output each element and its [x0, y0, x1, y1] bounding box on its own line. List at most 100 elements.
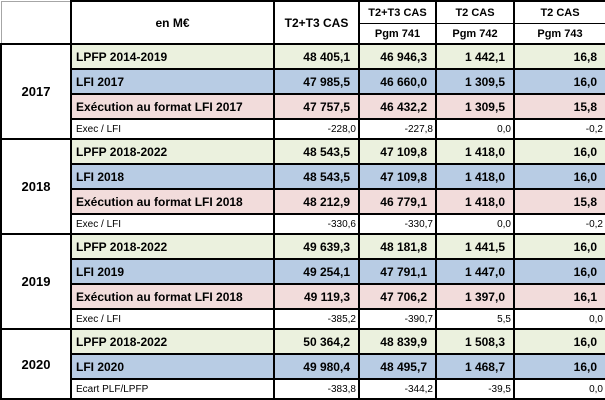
- value-cell: -344,2: [358, 378, 437, 400]
- value-cell: 47 109,8: [358, 138, 437, 165]
- value-cell: 16,1: [513, 283, 605, 310]
- value-cell: -227,8: [358, 118, 437, 140]
- value-cell: 0,0: [435, 213, 515, 235]
- value-cell: -39,5: [435, 378, 515, 400]
- table-row: Exécution au format LFI 2018 49 119,3 47…: [1, 283, 605, 310]
- value-cell: 48 495,7: [358, 353, 437, 380]
- table-row: LFI 2018 48 543,5 47 109,8 1 418,0 16,0: [1, 163, 605, 190]
- table-row: LFI 2019 49 254,1 47 791,1 1 447,0 16,0: [1, 258, 605, 285]
- value-cell: -330,7: [358, 213, 437, 235]
- column-header-total: T2+T3 CAS: [273, 0, 360, 45]
- value-cell: 48 543,5: [273, 163, 360, 190]
- value-cell: 1 442,1: [435, 43, 515, 70]
- table-row-delta: Ecart PLF/LPFP -383,8 -344,2 -39,5 0,0: [1, 378, 605, 400]
- row-label-cell: LFI 2017: [70, 68, 275, 95]
- value-cell: 47 109,8: [358, 163, 437, 190]
- value-cell: 1 309,5: [435, 93, 515, 120]
- value-cell: 0,0: [513, 308, 605, 330]
- value-cell: 1 441,5: [435, 233, 515, 260]
- column-header-pgm741-line1: T2+T3 CAS: [358, 0, 437, 24]
- table-row-delta: Exec / LFI -385,2 -390,7 5,5 0,0: [1, 308, 605, 330]
- value-cell: -390,7: [358, 308, 437, 330]
- table-row: 2020 LPFP 2018-2022 50 364,2 48 839,9 1 …: [0, 328, 605, 400]
- table-row-delta: Exec / LFI -228,0 -227,8 0,0 -0,2: [1, 118, 605, 140]
- value-cell: -0,2: [513, 213, 605, 235]
- corner-cell: [0, 0, 72, 45]
- value-cell: 47 706,2: [358, 283, 437, 310]
- value-cell: 1 447,0: [435, 258, 515, 285]
- value-cell: 49 980,4: [273, 353, 360, 380]
- value-cell: 48 405,1: [273, 43, 360, 70]
- value-cell: 15,8: [513, 93, 605, 120]
- value-cell: 16,0: [513, 258, 605, 285]
- value-cell: 16,0: [513, 138, 605, 165]
- value-cell: 16,0: [513, 163, 605, 190]
- value-cell: 46 660,0: [358, 68, 437, 95]
- value-cell: 5,5: [435, 308, 515, 330]
- value-cell: 46 779,1: [358, 188, 437, 215]
- table-row: 2018 LPFP 2018-2022 48 543,5 47 109,8 1 …: [0, 138, 605, 235]
- value-cell: 1 418,0: [435, 188, 515, 215]
- row-label-cell: Exec / LFI: [70, 213, 275, 235]
- table-row: LFI 2020 49 980,4 48 495,7 1 468,7 16,0: [1, 353, 605, 380]
- value-cell: 47 757,5: [273, 93, 360, 120]
- column-header-pgm742-line1: T2 CAS: [435, 0, 515, 24]
- value-cell: 16,0: [513, 328, 605, 355]
- value-cell: 47 985,5: [273, 68, 360, 95]
- value-cell: 47 791,1: [358, 258, 437, 285]
- row-label-cell: Exécution au format LFI 2018: [70, 188, 275, 215]
- year-cell: 2019: [0, 233, 72, 330]
- value-cell: 48 181,8: [358, 233, 437, 260]
- value-cell: 15,8: [513, 188, 605, 215]
- year-cell: 2020: [0, 328, 72, 400]
- value-cell: 1 309,5: [435, 68, 515, 95]
- value-cell: 1 508,3: [435, 328, 515, 355]
- value-cell: 48 543,5: [273, 138, 360, 165]
- column-header-pgm743-line2: Pgm 743: [513, 23, 605, 45]
- value-cell: 0,0: [435, 118, 515, 140]
- row-label-cell: LFI 2019: [70, 258, 275, 285]
- row-label-cell: LFI 2018: [70, 163, 275, 190]
- row-label-cell: LFI 2020: [70, 353, 275, 380]
- value-cell: -228,0: [273, 118, 360, 140]
- value-cell: 16,8: [513, 43, 605, 70]
- value-cell: 16,0: [513, 233, 605, 260]
- value-cell: -330,6: [273, 213, 360, 235]
- value-cell: 49 254,1: [273, 258, 360, 285]
- value-cell: 1 418,0: [435, 163, 515, 190]
- table-row: Exécution au format LFI 2017 47 757,5 46…: [1, 93, 605, 120]
- row-label-cell: LPFP 2014-2019: [70, 43, 275, 70]
- table-row: Exécution au format LFI 2018 48 212,9 46…: [1, 188, 605, 215]
- row-label-cell: Exec / LFI: [70, 308, 275, 330]
- value-cell: 50 364,2: [273, 328, 360, 355]
- table-row: 2017 LPFP 2014-2019 48 405,1 46 946,3 1 …: [0, 43, 605, 140]
- column-header-pgm742-line2: Pgm 742: [435, 23, 515, 45]
- value-cell: 1 468,7: [435, 353, 515, 380]
- header-row-2: Pgm 741 Pgm 742 Pgm 743: [1, 23, 605, 45]
- value-cell: 48 839,9: [358, 328, 437, 355]
- row-label-cell: LPFP 2018-2022: [70, 328, 275, 355]
- row-label-cell: Exécution au format LFI 2018: [70, 283, 275, 310]
- value-cell: 46 432,2: [358, 93, 437, 120]
- row-label-cell: LPFP 2018-2022: [70, 233, 275, 260]
- value-cell: 46 946,3: [358, 43, 437, 70]
- column-header-pgm741-line2: Pgm 741: [358, 23, 437, 45]
- year-cell: 2017: [0, 43, 72, 140]
- value-cell: 16,0: [513, 353, 605, 380]
- value-cell: -0,2: [513, 118, 605, 140]
- value-cell: -385,2: [273, 308, 360, 330]
- value-cell: 1 418,0: [435, 138, 515, 165]
- value-cell: 16,0: [513, 68, 605, 95]
- row-label-cell: Exécution au format LFI 2017: [70, 93, 275, 120]
- value-cell: 49 119,3: [273, 283, 360, 310]
- table-row: 2019 LPFP 2018-2022 49 639,3 48 181,8 1 …: [0, 233, 605, 330]
- value-cell: -383,8: [273, 378, 360, 400]
- column-header-pgm743-line1: T2 CAS: [513, 0, 605, 24]
- row-label-cell: Exec / LFI: [70, 118, 275, 140]
- value-cell: 48 212,9: [273, 188, 360, 215]
- year-cell: 2018: [0, 138, 72, 235]
- row-label-cell: Ecart PLF/LPFP: [70, 378, 275, 400]
- unit-header-cell: en M€: [70, 0, 275, 45]
